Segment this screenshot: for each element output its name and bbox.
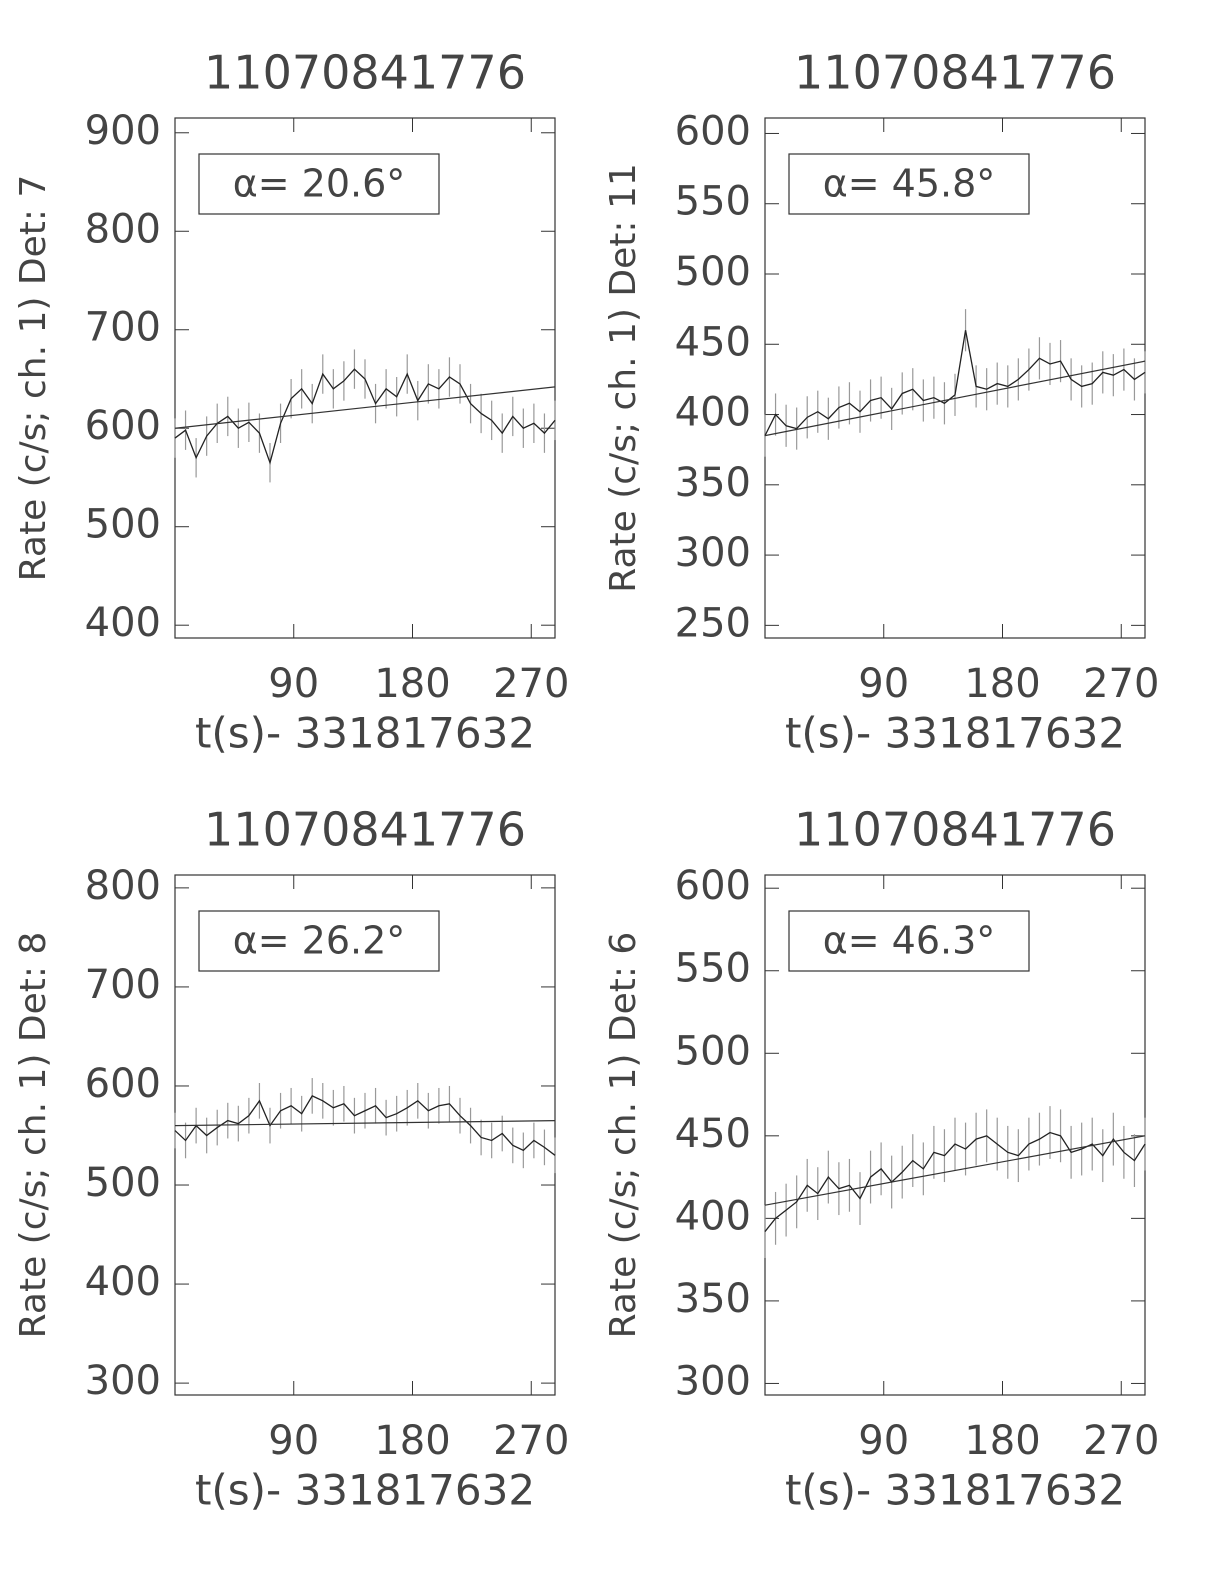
y-tick-label: 600: [675, 863, 751, 909]
y-tick-label: 250: [675, 600, 751, 646]
x-tick-label: 180: [374, 1418, 450, 1464]
x-axis-label: t(s)- 331817632: [785, 1466, 1125, 1515]
annotation-box: [198, 910, 440, 972]
panel-title: 11070841776: [794, 46, 1116, 100]
y-tick-label: 400: [85, 600, 161, 646]
y-tick-label: 400: [675, 1193, 751, 1239]
y-tick-label: 900: [85, 108, 161, 154]
fit-line: [174, 1120, 556, 1127]
panel-title: 11070841776: [204, 803, 526, 857]
x-tick-label: 270: [1083, 661, 1159, 707]
y-axis-label: Rate (c/s; ch. 1) Det: 11: [603, 163, 644, 593]
y-tick-label: 350: [675, 460, 751, 506]
light-curve: [764, 330, 1146, 436]
panel-title: 11070841776: [794, 803, 1116, 857]
panel: 11070841776 t(s)- 331817632 Rate (c/s; ch.…: [13, 803, 569, 1515]
annotation-box: [788, 153, 1030, 215]
y-tick-label: 500: [675, 249, 751, 295]
y-tick-label: 600: [675, 108, 751, 154]
y-tick-label: 700: [85, 962, 161, 1008]
y-tick-label: 500: [85, 502, 161, 548]
light-curve: [174, 368, 556, 465]
light-curve: [174, 1095, 556, 1156]
x-tick-label: 270: [493, 661, 569, 707]
x-tick-label: 270: [1083, 1418, 1159, 1464]
y-tick-label: 300: [675, 1358, 751, 1404]
y-tick-label: 500: [675, 1028, 751, 1074]
x-axis-label: t(s)- 331817632: [785, 709, 1125, 758]
x-tick-label: 270: [493, 1418, 569, 1464]
panel: 11070841776 t(s)- 331817632 Rate (c/s; ch.…: [603, 46, 1159, 758]
x-tick-label: 90: [268, 1418, 319, 1464]
y-tick-label: 400: [85, 1259, 161, 1305]
x-tick-label: 90: [268, 661, 319, 707]
fit-line: [174, 386, 556, 429]
y-tick-label: 300: [675, 530, 751, 576]
x-tick-label: 90: [858, 1418, 909, 1464]
y-tick-label: 600: [85, 403, 161, 449]
x-axis-label: t(s)- 331817632: [195, 709, 535, 758]
annotation: α= 20.6°: [233, 162, 406, 206]
x-tick-label: 180: [964, 661, 1040, 707]
y-tick-label: 550: [675, 179, 751, 225]
panel-title: 11070841776: [204, 46, 526, 100]
annotation-box: [788, 910, 1030, 972]
panel: 11070841776 t(s)- 331817632 Rate (c/s; ch.…: [13, 46, 569, 758]
annotation: α= 46.3°: [823, 919, 996, 963]
y-tick-label: 600: [85, 1061, 161, 1107]
y-tick-label: 550: [675, 946, 751, 992]
y-tick-label: 300: [85, 1358, 161, 1404]
y-tick-label: 450: [675, 319, 751, 365]
y-tick-label: 400: [675, 390, 751, 436]
y-tick-label: 800: [85, 206, 161, 252]
annotation: α= 26.2°: [233, 919, 406, 963]
y-tick-label: 800: [85, 863, 161, 909]
y-tick-label: 500: [85, 1160, 161, 1206]
x-tick-label: 90: [858, 661, 909, 707]
x-axis-label: t(s)- 331817632: [195, 1466, 535, 1515]
y-axis-label: Rate (c/s; ch. 1) Det: 8: [13, 932, 54, 1339]
y-tick-label: 450: [675, 1111, 751, 1157]
x-tick-label: 180: [374, 661, 450, 707]
y-axis-label: Rate (c/s; ch. 1) Det: 7: [13, 175, 54, 582]
annotation-box: [198, 153, 440, 215]
y-tick-label: 700: [85, 305, 161, 351]
fit-line: [764, 1135, 1146, 1206]
y-axis-label: Rate (c/s; ch. 1) Det: 6: [603, 932, 644, 1339]
y-tick-label: 350: [675, 1276, 751, 1322]
panel: 11070841776 t(s)- 331817632 Rate (c/s; ch.…: [603, 803, 1159, 1515]
annotation: α= 45.8°: [823, 162, 996, 206]
light-curve: [764, 1131, 1146, 1232]
x-tick-label: 180: [964, 1418, 1040, 1464]
fit-line: [764, 360, 1146, 437]
plot-frame: [174, 117, 556, 639]
